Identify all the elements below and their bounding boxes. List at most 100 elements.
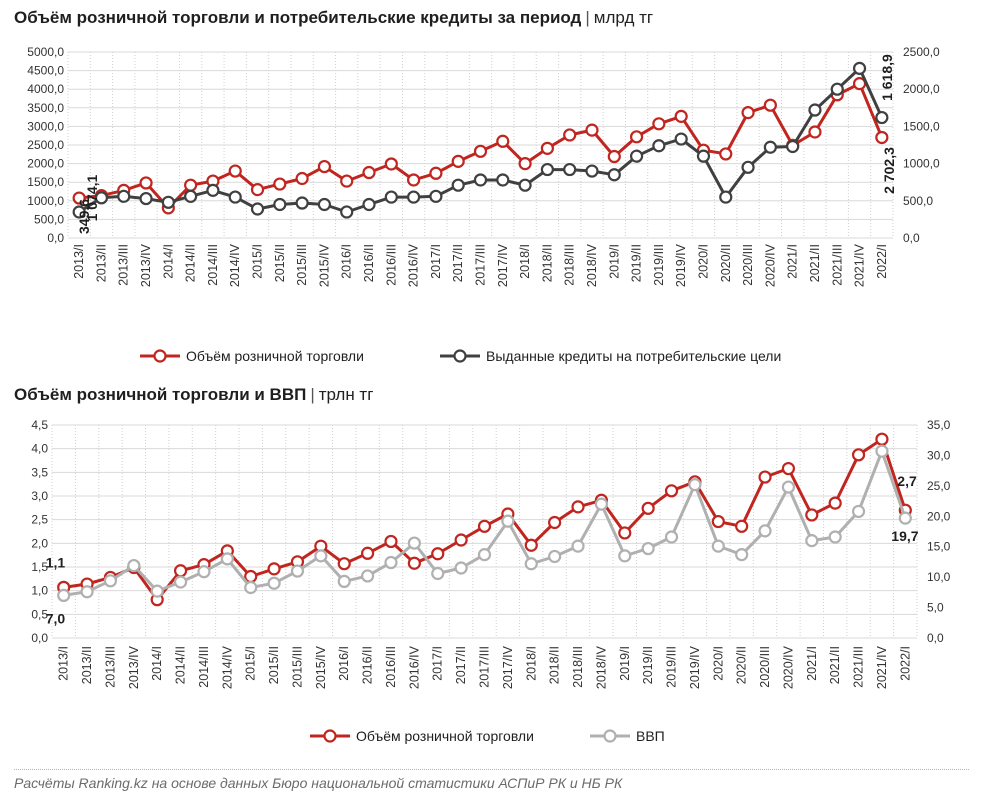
x-tick-label: 2020/I bbox=[711, 646, 725, 681]
x-tick-label: 2021/I bbox=[805, 646, 819, 681]
y-right-tick-label: 0,0 bbox=[927, 631, 944, 645]
data-point bbox=[244, 569, 258, 584]
data-point bbox=[664, 530, 679, 544]
chart2-title-text: Объём розничной торговли и ВВП bbox=[14, 385, 307, 404]
data-point bbox=[524, 557, 538, 571]
data-point bbox=[431, 566, 445, 581]
data-point bbox=[384, 157, 398, 171]
data-point bbox=[518, 157, 532, 171]
data-point bbox=[184, 189, 198, 203]
x-tick-label: 2015/III bbox=[295, 244, 309, 286]
x-tick-label: 2018/IV bbox=[585, 243, 599, 287]
data-point bbox=[563, 128, 577, 142]
data-point bbox=[80, 585, 94, 599]
data-point bbox=[362, 197, 376, 212]
data-point bbox=[317, 197, 332, 212]
x-tick-label: 2013/III bbox=[103, 646, 117, 688]
data-point bbox=[384, 534, 398, 549]
data-point bbox=[220, 552, 234, 566]
y-left-tick-label: 0,5 bbox=[31, 607, 48, 621]
data-point bbox=[571, 500, 585, 514]
x-tick-label: 2017/III bbox=[474, 244, 488, 286]
y-right-tick-label: 1000,0 bbox=[903, 157, 940, 171]
y-right-tick-label: 25,0 bbox=[927, 479, 951, 493]
y-right-tick-label: 2000,0 bbox=[903, 82, 940, 96]
y-right-tick-label: 30,0 bbox=[927, 448, 951, 462]
data-point bbox=[228, 190, 242, 204]
data-point bbox=[808, 103, 822, 117]
data-point bbox=[103, 574, 118, 588]
y-right-tick-label: 20,0 bbox=[927, 509, 951, 523]
data-point bbox=[641, 541, 655, 556]
x-tick-label: 2022/I bbox=[875, 244, 889, 279]
x-tick-label: 2015/II bbox=[273, 244, 287, 282]
x-tick-label: 2018/II bbox=[540, 244, 554, 282]
data-point bbox=[664, 484, 679, 498]
chart1-title-text: Объём розничной торговли и потребительск… bbox=[14, 8, 582, 27]
x-tick-label: 2016/III bbox=[384, 646, 398, 688]
data-point bbox=[429, 189, 443, 203]
x-tick-label: 2021/IV bbox=[853, 243, 867, 287]
data-point bbox=[563, 162, 577, 177]
y-left-tick-label: 4000,0 bbox=[27, 82, 64, 96]
data-point bbox=[431, 547, 445, 561]
data-point bbox=[496, 173, 510, 187]
x-tick-label: 2014/III bbox=[206, 244, 220, 286]
data-point bbox=[317, 159, 332, 174]
x-tick-label: 2021/II bbox=[828, 646, 842, 684]
data-point bbox=[828, 530, 842, 544]
data-point bbox=[501, 514, 515, 528]
chart2-title-separator: | bbox=[310, 385, 315, 404]
data-point bbox=[875, 444, 889, 458]
data-point bbox=[548, 549, 562, 564]
data-point bbox=[454, 561, 468, 575]
chart2-title: Объём розничной торговли и ВВП | трлн тг bbox=[14, 385, 373, 405]
data-point bbox=[57, 588, 71, 603]
legend-label: ВВП bbox=[636, 728, 665, 744]
data-point bbox=[340, 205, 354, 219]
data-point bbox=[786, 139, 800, 154]
x-tick-label: 2015/I bbox=[251, 244, 265, 279]
data-point bbox=[267, 562, 281, 576]
chart1-unit: млрд тг bbox=[593, 8, 654, 27]
data-point bbox=[808, 125, 822, 139]
data-point bbox=[139, 176, 153, 190]
data-point bbox=[524, 538, 538, 552]
x-tick-label: 2021/IV bbox=[875, 645, 889, 689]
x-tick-label: 2018/II bbox=[548, 646, 562, 684]
x-tick-label: 2021/II bbox=[808, 244, 822, 282]
data-point bbox=[711, 514, 725, 529]
data-point bbox=[540, 162, 554, 177]
y-left-tick-label: 1,0 bbox=[31, 584, 48, 598]
data-point bbox=[340, 174, 354, 188]
data-label: 1 618,9 bbox=[879, 54, 895, 101]
data-point bbox=[719, 147, 733, 161]
data-point bbox=[337, 574, 351, 589]
data-point bbox=[361, 546, 375, 560]
x-tick-label: 2013/I bbox=[72, 244, 86, 279]
data-point bbox=[875, 110, 889, 125]
data-point bbox=[384, 555, 398, 570]
y-left-tick-label: 3500,0 bbox=[27, 101, 64, 115]
data-point bbox=[290, 564, 305, 578]
y-left-tick-label: 0,0 bbox=[47, 231, 64, 245]
x-tick-label: 2014/IV bbox=[228, 243, 242, 287]
x-tick-label: 2018/I bbox=[518, 244, 532, 279]
x-tick-label: 2016/III bbox=[384, 244, 398, 286]
data-point bbox=[898, 511, 912, 525]
x-tick-label: 2014/I bbox=[161, 244, 175, 279]
x-tick-label: 2014/III bbox=[197, 646, 211, 688]
data-point bbox=[607, 168, 621, 182]
x-tick-label: 2016/IV bbox=[407, 243, 421, 287]
data-point bbox=[875, 130, 889, 145]
x-tick-label: 2020/II bbox=[719, 244, 733, 282]
data-point bbox=[735, 548, 749, 562]
source-note: Расчёты Ranking.kz на основе данных Бюро… bbox=[14, 775, 623, 791]
data-point bbox=[244, 580, 258, 595]
x-tick-label: 2020/IV bbox=[781, 645, 795, 689]
data-point bbox=[641, 501, 655, 515]
data-point bbox=[250, 202, 265, 216]
x-tick-label: 2013/III bbox=[117, 244, 131, 286]
x-tick-label: 2016/I bbox=[340, 244, 354, 279]
data-point bbox=[618, 549, 632, 563]
